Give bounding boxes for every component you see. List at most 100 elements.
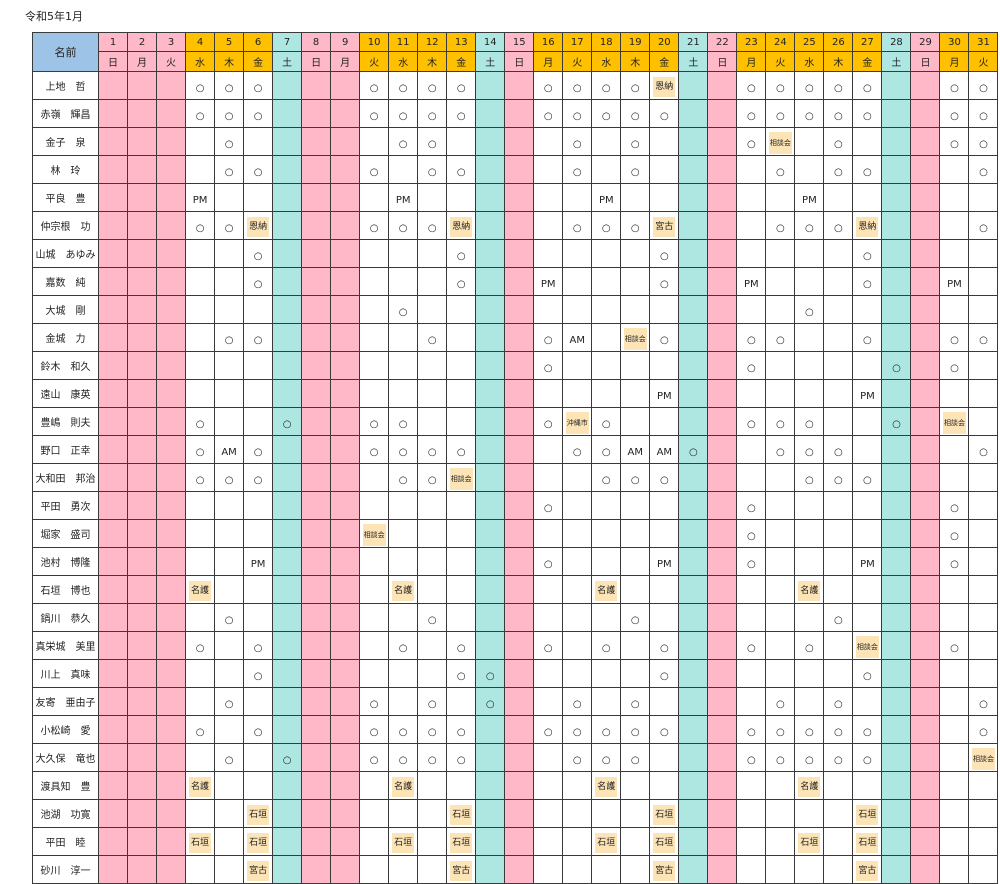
schedule-cell[interactable] [707, 715, 738, 744]
schedule-cell[interactable]: ○ [736, 519, 767, 548]
schedule-cell[interactable]: ○ [765, 407, 796, 436]
schedule-cell[interactable] [475, 799, 506, 828]
schedule-cell[interactable] [475, 99, 506, 128]
schedule-cell[interactable] [504, 323, 535, 352]
schedule-cell[interactable] [678, 603, 709, 632]
schedule-cell[interactable]: ○ [765, 211, 796, 240]
schedule-cell[interactable] [504, 71, 535, 100]
schedule-cell[interactable] [97, 463, 129, 492]
schedule-cell[interactable] [707, 799, 738, 828]
schedule-cell[interactable]: ○ [243, 435, 274, 464]
schedule-cell[interactable]: ○ [388, 631, 419, 660]
schedule-cell[interactable] [475, 379, 506, 408]
schedule-cell[interactable]: ○ [794, 71, 825, 100]
schedule-cell[interactable]: ○ [823, 211, 854, 240]
schedule-cell[interactable]: 相談会 [620, 323, 651, 352]
schedule-cell[interactable]: 石垣 [446, 799, 477, 828]
schedule-cell[interactable] [243, 407, 274, 436]
schedule-cell[interactable]: ○ [939, 491, 970, 520]
schedule-cell[interactable] [504, 211, 535, 240]
schedule-cell[interactable] [301, 183, 332, 212]
schedule-cell[interactable] [881, 575, 912, 604]
schedule-cell[interactable]: 相談会 [852, 631, 883, 660]
schedule-cell[interactable] [533, 827, 564, 856]
schedule-cell[interactable] [968, 603, 999, 632]
schedule-cell[interactable]: 石垣 [243, 799, 274, 828]
schedule-cell[interactable] [214, 547, 245, 576]
schedule-cell[interactable]: AM [649, 435, 680, 464]
schedule-cell[interactable] [417, 659, 448, 688]
schedule-cell[interactable]: ○ [388, 211, 419, 240]
schedule-cell[interactable] [330, 743, 361, 772]
schedule-cell[interactable]: ○ [852, 743, 883, 772]
schedule-cell[interactable]: ○ [417, 71, 448, 100]
schedule-cell[interactable] [939, 827, 970, 856]
schedule-cell[interactable] [881, 323, 912, 352]
schedule-cell[interactable]: ○ [533, 351, 564, 380]
schedule-cell[interactable] [649, 407, 680, 436]
schedule-cell[interactable] [678, 519, 709, 548]
schedule-cell[interactable] [968, 491, 999, 520]
schedule-cell[interactable] [707, 295, 738, 324]
schedule-cell[interactable]: ○ [939, 631, 970, 660]
schedule-cell[interactable] [330, 183, 361, 212]
schedule-cell[interactable] [591, 855, 622, 884]
schedule-cell[interactable] [620, 239, 651, 268]
schedule-cell[interactable] [272, 491, 303, 520]
schedule-cell[interactable] [910, 519, 941, 548]
schedule-cell[interactable] [968, 519, 999, 548]
schedule-cell[interactable] [881, 155, 912, 184]
schedule-cell[interactable]: ○ [446, 631, 477, 660]
schedule-cell[interactable] [678, 827, 709, 856]
schedule-cell[interactable] [475, 351, 506, 380]
schedule-cell[interactable] [823, 267, 854, 296]
schedule-cell[interactable] [591, 295, 622, 324]
schedule-cell[interactable] [939, 743, 970, 772]
schedule-cell[interactable] [272, 379, 303, 408]
schedule-cell[interactable] [794, 659, 825, 688]
schedule-cell[interactable] [533, 659, 564, 688]
schedule-cell[interactable]: PM [185, 183, 216, 212]
schedule-cell[interactable] [127, 519, 158, 548]
schedule-cell[interactable]: ○ [794, 463, 825, 492]
schedule-cell[interactable] [620, 351, 651, 380]
schedule-cell[interactable] [272, 799, 303, 828]
schedule-cell[interactable] [852, 603, 883, 632]
schedule-cell[interactable] [127, 575, 158, 604]
schedule-cell[interactable] [359, 771, 390, 800]
schedule-cell[interactable]: PM [852, 379, 883, 408]
schedule-cell[interactable] [562, 491, 593, 520]
schedule-cell[interactable]: AM [620, 435, 651, 464]
schedule-cell[interactable]: ○ [852, 71, 883, 100]
schedule-cell[interactable] [504, 127, 535, 156]
schedule-cell[interactable] [794, 351, 825, 380]
schedule-cell[interactable]: ○ [939, 127, 970, 156]
schedule-cell[interactable] [185, 547, 216, 576]
schedule-cell[interactable] [910, 631, 941, 660]
schedule-cell[interactable] [504, 547, 535, 576]
schedule-cell[interactable] [156, 827, 187, 856]
schedule-cell[interactable]: ○ [185, 463, 216, 492]
schedule-cell[interactable]: 沖縄市 [562, 407, 593, 436]
schedule-cell[interactable] [156, 855, 187, 884]
schedule-cell[interactable] [156, 519, 187, 548]
schedule-cell[interactable] [417, 575, 448, 604]
schedule-cell[interactable] [388, 659, 419, 688]
schedule-cell[interactable] [388, 379, 419, 408]
schedule-cell[interactable] [678, 183, 709, 212]
schedule-cell[interactable] [765, 771, 796, 800]
schedule-cell[interactable] [881, 631, 912, 660]
schedule-cell[interactable] [330, 519, 361, 548]
schedule-cell[interactable]: ○ [388, 435, 419, 464]
schedule-cell[interactable]: ○ [417, 603, 448, 632]
schedule-cell[interactable] [939, 659, 970, 688]
schedule-cell[interactable] [214, 519, 245, 548]
schedule-cell[interactable] [272, 323, 303, 352]
schedule-cell[interactable] [736, 799, 767, 828]
schedule-cell[interactable] [765, 631, 796, 660]
schedule-cell[interactable] [852, 295, 883, 324]
schedule-cell[interactable] [533, 183, 564, 212]
schedule-cell[interactable] [562, 855, 593, 884]
schedule-cell[interactable] [301, 71, 332, 100]
schedule-cell[interactable]: PM [649, 379, 680, 408]
